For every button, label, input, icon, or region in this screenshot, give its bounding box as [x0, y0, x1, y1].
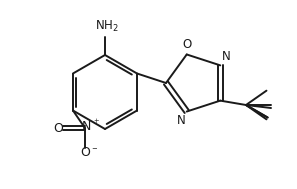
Text: O: O	[80, 146, 90, 160]
Text: O: O	[53, 122, 63, 135]
Text: N: N	[177, 114, 186, 126]
Text: $^+$: $^+$	[92, 118, 100, 128]
Text: NH$_2$: NH$_2$	[95, 19, 119, 34]
Text: N: N	[81, 121, 91, 133]
Text: O: O	[182, 39, 191, 51]
Text: $^-$: $^-$	[90, 146, 98, 156]
Text: N: N	[222, 50, 231, 63]
